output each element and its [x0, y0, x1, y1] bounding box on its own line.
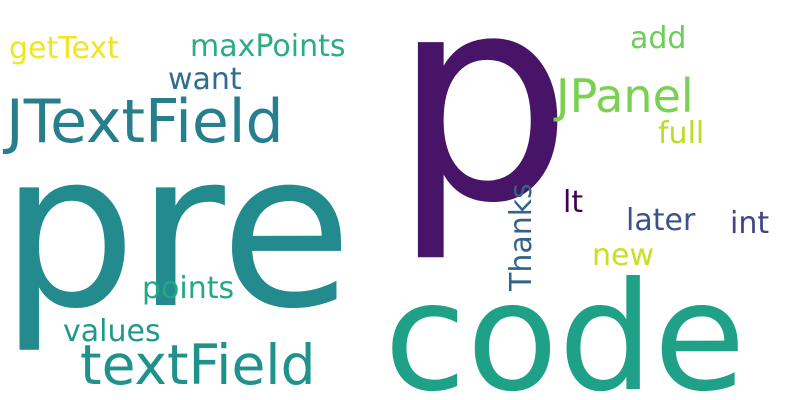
word-lt: lt	[563, 185, 583, 220]
word-textfield: textField	[80, 333, 316, 397]
word-new: new	[592, 238, 654, 273]
word-code: code	[384, 251, 746, 400]
word-later: later	[626, 203, 696, 238]
word-int: int	[730, 206, 769, 241]
word-full: full	[658, 116, 704, 151]
word-gettext: getText	[9, 31, 119, 66]
word-maxpoints: maxPoints	[190, 29, 345, 64]
word-values: values	[63, 314, 161, 349]
word-thanks: Thanks	[504, 183, 539, 292]
word-pre: pre	[0, 105, 352, 356]
word-want: want	[168, 62, 242, 97]
word-add: add	[630, 21, 686, 56]
word-points: points	[142, 271, 234, 306]
word-p: p	[392, 0, 573, 266]
word-jtextfield: JTextField	[2, 87, 284, 157]
word-jpanel: JPanel	[553, 69, 694, 123]
